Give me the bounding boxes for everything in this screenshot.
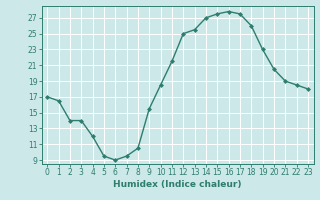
X-axis label: Humidex (Indice chaleur): Humidex (Indice chaleur) <box>113 180 242 189</box>
